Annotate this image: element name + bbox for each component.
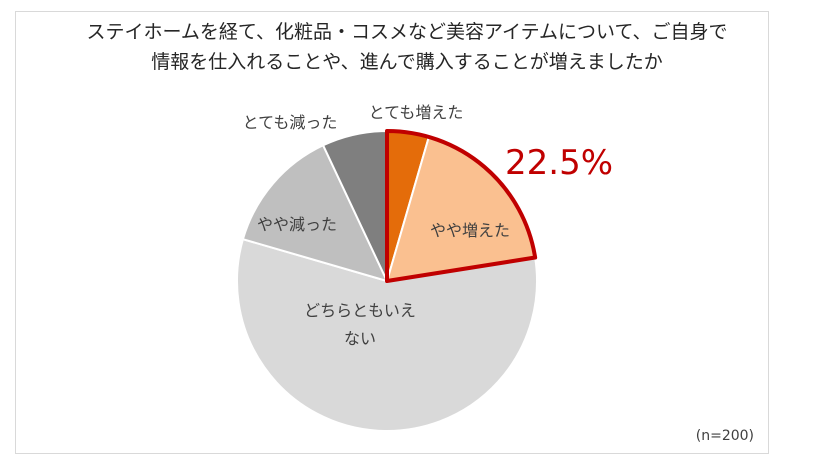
chart-title-line-1: ステイホームを経て、化粧品・コスメなど美容アイテムについて、ご自身で: [86, 21, 728, 43]
highlight-outline: [385, 129, 538, 283]
label-very-decreased: とても減った: [243, 113, 338, 132]
highlight-value-label: 22.5%: [505, 143, 613, 183]
slice-somewhat-decreased: [241, 143, 389, 283]
label-somewhat-increased: やや増えた: [430, 221, 510, 240]
label-very-increased: とても増えた: [369, 103, 464, 122]
chart-title-line-2: 情報を仕入れることや、進んで購入することが増えましたか: [151, 51, 663, 73]
slice-neutral: [236, 237, 538, 432]
label-somewhat-decreased: やや減った: [257, 215, 337, 234]
sample-size-note: (n=200): [695, 428, 754, 444]
label-neutral: どちらともいえない: [304, 301, 416, 348]
